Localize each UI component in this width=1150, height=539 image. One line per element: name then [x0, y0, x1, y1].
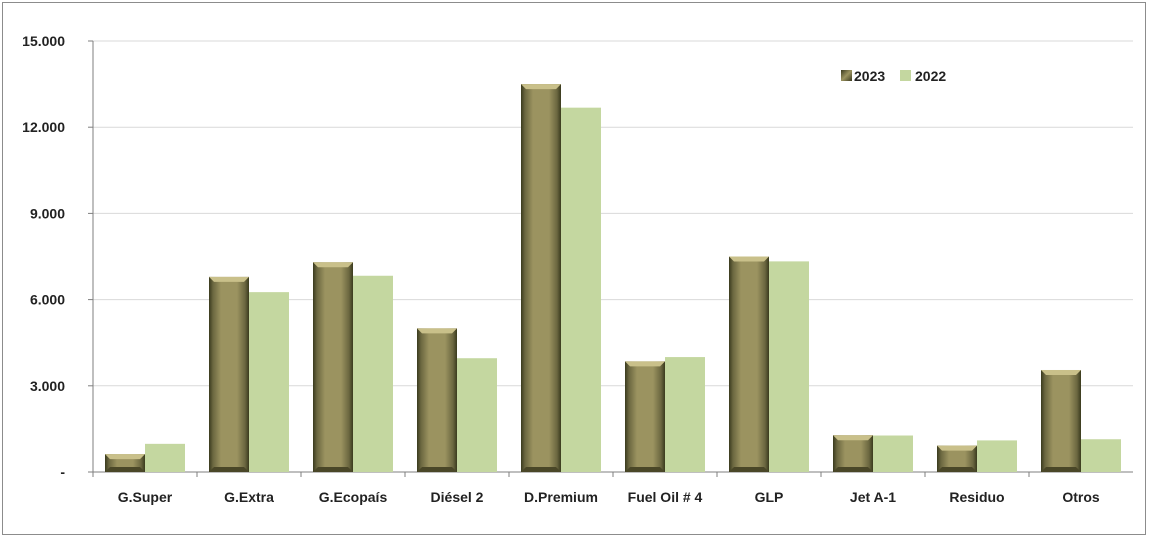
bar-2022	[145, 443, 185, 472]
bar-2023-bevel-bottom	[833, 467, 873, 472]
bar-2023-bevel-bottom	[1041, 467, 1081, 472]
bar-2022	[977, 440, 1017, 472]
bar-2023	[937, 445, 977, 472]
bar-2023-bevel-top	[937, 445, 977, 451]
bar-2023-bevel-top	[105, 454, 145, 460]
bar-2022	[561, 107, 601, 473]
bar-2023-body	[833, 435, 873, 472]
bar-2023-bevel-bottom	[105, 467, 145, 472]
bar-2023	[313, 262, 353, 472]
bar-2023-bevel-bottom	[209, 467, 249, 472]
axis-labels: - 3.000 6.000 9.000 12.000 15.000 G.Super G.Ext…	[22, 33, 1100, 505]
x-tick-label: D.Premium	[524, 489, 598, 505]
bar-2023-bevel-bottom	[417, 467, 457, 472]
bar-2022	[457, 358, 497, 472]
bar-2023-bevel-top	[521, 84, 561, 90]
bar-2023	[833, 435, 873, 472]
bar-2022	[1081, 439, 1121, 472]
bar-2022	[769, 261, 809, 472]
bar-2023-body	[313, 262, 353, 472]
bar-2023-bevel-bottom	[625, 467, 665, 472]
bar-2023-body	[625, 361, 665, 472]
bar-2022	[353, 275, 393, 472]
bar-2023	[105, 454, 145, 472]
x-tick-label: G.Ecopaís	[319, 489, 388, 505]
bar-2022	[249, 292, 289, 472]
bar-2023-bevel-top	[729, 256, 769, 262]
bar-2022	[665, 357, 705, 472]
bar-2023-bevel-top	[833, 435, 873, 441]
bar-2023	[625, 361, 665, 472]
bar-2023-body	[1041, 369, 1081, 472]
x-tick-label: Diésel 2	[431, 489, 484, 505]
bar-2022	[873, 435, 913, 472]
legend-label-2022: 2022	[915, 68, 946, 84]
bar-2023-body	[729, 256, 769, 472]
bar-2023	[1041, 369, 1081, 472]
bars	[105, 84, 1121, 473]
legend: 2023 2022	[841, 68, 946, 84]
bar-2023-bevel-bottom	[729, 467, 769, 472]
bar-2023	[209, 276, 249, 472]
bar-chart: - 3.000 6.000 9.000 12.000 15.000 G.Super G.Ext…	[22, 33, 1133, 505]
y-tick-label: 12.000	[22, 119, 65, 135]
bar-2023	[521, 84, 561, 472]
x-tick-label: G.Super	[118, 489, 173, 505]
bar-2023-bevel-top	[417, 328, 457, 334]
bar-2023-bevel-top	[313, 262, 353, 268]
legend-swatch-2023	[841, 70, 852, 81]
bar-2023-bevel-bottom	[313, 467, 353, 472]
bar-2023-bevel-top	[1041, 369, 1081, 375]
x-tick-label: Otros	[1062, 489, 1100, 505]
legend-label-2023: 2023	[854, 68, 885, 84]
x-tick-label: Fuel Oil # 4	[628, 489, 703, 505]
bar-2023-bevel-top	[209, 276, 249, 282]
bar-2023-body	[521, 84, 561, 472]
y-tick-label: 9.000	[30, 205, 65, 221]
x-tick-label: G.Extra	[224, 489, 274, 505]
x-tick-label: Residuo	[949, 489, 1004, 505]
y-tick-label: -	[60, 464, 65, 480]
y-tick-label: 3.000	[30, 378, 65, 394]
x-tick-label: Jet A-1	[850, 489, 896, 505]
y-tick-label: 15.000	[22, 33, 65, 49]
bar-2023-body	[209, 276, 249, 472]
bar-2023-bevel-bottom	[937, 467, 977, 472]
bar-2023-body	[417, 328, 457, 472]
bar-2023	[417, 328, 457, 472]
bar-2023-bevel-bottom	[521, 467, 561, 472]
bar-2023	[729, 256, 769, 472]
y-tick-label: 6.000	[30, 292, 65, 308]
bar-2023-bevel-top	[625, 361, 665, 367]
x-tick-label: GLP	[755, 489, 784, 505]
legend-swatch-2022	[900, 70, 911, 81]
